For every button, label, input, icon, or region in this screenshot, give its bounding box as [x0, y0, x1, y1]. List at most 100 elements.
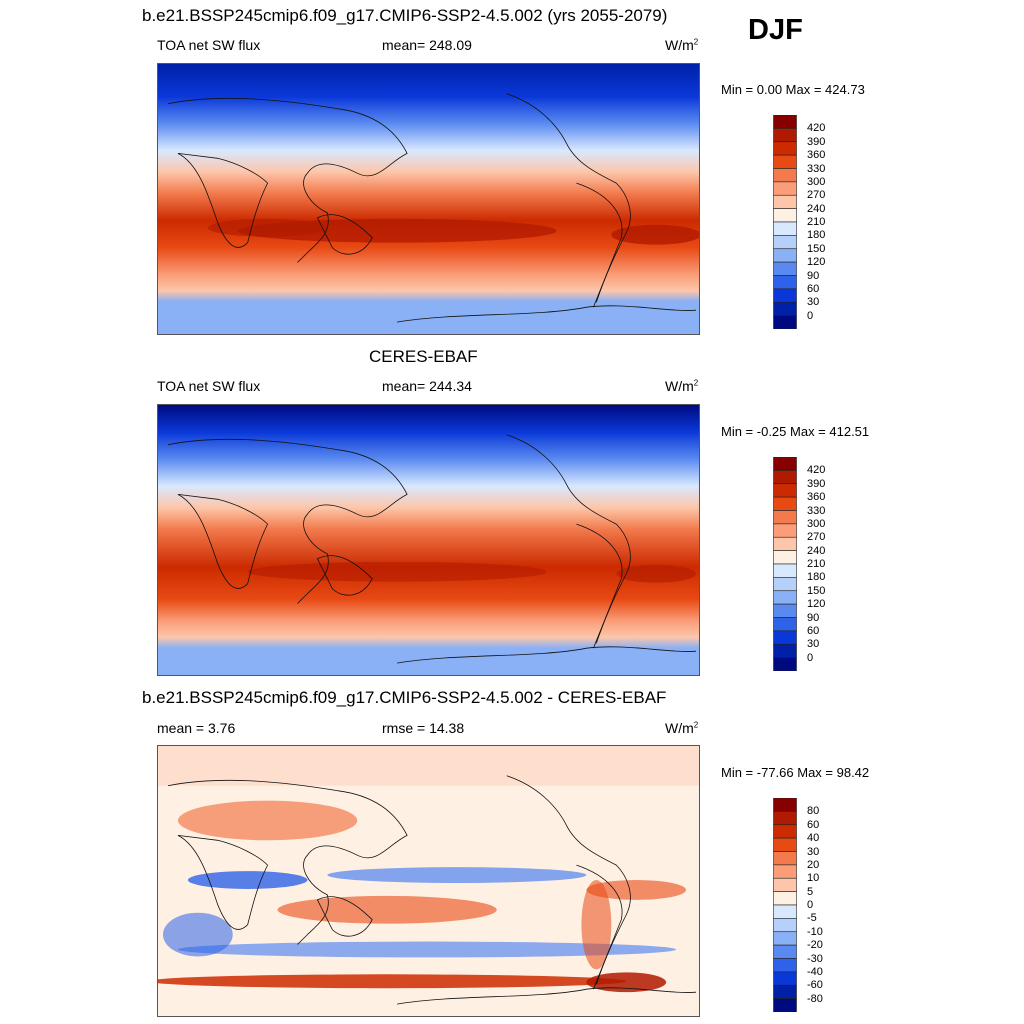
colorbar-tick-label: 390: [807, 135, 826, 148]
colorbar-tick-label: 60: [807, 624, 820, 637]
season-label: DJF: [748, 14, 803, 46]
colorbar-tick-label: -60: [807, 979, 823, 992]
colorbar-swatch: [773, 536, 797, 551]
colorbar-tick-label: -10: [807, 925, 823, 938]
colorbar-tick-label: 420: [807, 464, 826, 477]
colorbar-tick-label: 420: [807, 122, 826, 135]
colorbar-tick-label: 150: [807, 584, 826, 597]
colorbar-tick-label: 150: [807, 242, 826, 255]
colorbar-swatch: [773, 275, 797, 290]
colorbar-tick-label: 60: [807, 818, 820, 831]
panel-obs-units: W/m2: [665, 378, 699, 394]
colorbar-swatch: [773, 603, 797, 618]
colorbar-swatch: [773, 617, 797, 632]
colorbar-swatch: [773, 221, 797, 236]
colorbar-tick-label: 40: [807, 832, 820, 845]
colorbar-swatch: [773, 824, 797, 839]
panel-obs-variable: TOA net SW flux: [157, 378, 261, 394]
coastlines: [167, 434, 697, 664]
colorbar-tick-label: 330: [807, 504, 826, 517]
colorbar-swatch: [773, 261, 797, 276]
coastlines: [167, 93, 697, 323]
colorbar-swatch: [773, 931, 797, 946]
panel-model-variable: TOA net SW flux: [157, 37, 261, 53]
panel-model-title: b.e21.BSSP245cmip6.f09_g17.CMIP6-SSP2-4.…: [142, 6, 668, 25]
colorbar-tick-label: -5: [807, 912, 817, 925]
colorbar-swatch: [773, 496, 797, 511]
panel-model-map: [157, 63, 700, 335]
colorbar-swatch: [773, 851, 797, 866]
colorbar-tick-label: 80: [807, 805, 820, 818]
colorbar-swatch: [773, 115, 797, 129]
colorbar-tick-label: -20: [807, 939, 823, 952]
colorbar-tick-label: 180: [807, 229, 826, 242]
colorbar-tick-label: 300: [807, 517, 826, 530]
colorbar-swatch: [773, 643, 797, 658]
colorbar-tick-label: 90: [807, 611, 820, 624]
colorbar-swatch: [773, 550, 797, 565]
colorbar-tick-label: 90: [807, 269, 820, 282]
colorbar-swatch: [773, 998, 797, 1012]
colorbar-swatch: [773, 944, 797, 959]
colorbar-tick-label: -80: [807, 992, 823, 1005]
panel-model-minmax: Min = 0.00 Max = 424.73: [721, 82, 865, 97]
colorbar-tick-label: 240: [807, 544, 826, 557]
colorbar-tick-label: 270: [807, 189, 826, 202]
colorbar-tick-label: 0: [807, 651, 814, 664]
colorbar-swatch: [773, 141, 797, 156]
colorbar-swatch: [773, 811, 797, 826]
panel-obs-minmax: Min = -0.25 Max = 412.51: [721, 424, 870, 439]
panel-diff-colorbar-svg: [773, 798, 797, 1012]
panel-model-mean: mean= 248.09: [382, 37, 472, 53]
colorbar-tick-label: 60: [807, 282, 820, 295]
colorbar-swatch: [773, 315, 797, 329]
colorbar-tick-label: 30: [807, 638, 820, 651]
panel-obs-mean: mean= 244.34: [382, 378, 472, 394]
colorbar-swatch: [773, 208, 797, 223]
colorbar-swatch: [773, 248, 797, 263]
colorbar-tick-label: 270: [807, 531, 826, 544]
colorbar-swatch: [773, 510, 797, 525]
colorbar-swatch: [773, 657, 797, 671]
colorbar-swatch: [773, 798, 797, 812]
colorbar-tick-label: 0: [807, 309, 814, 322]
colorbar-swatch: [773, 904, 797, 919]
panel-obs-colorbar-svg: [773, 457, 797, 671]
panel-diff-mean: mean = 3.76: [157, 720, 236, 736]
panel-model-colorbar-svg: [773, 115, 797, 329]
colorbar-swatch: [773, 577, 797, 592]
colorbar-swatch: [773, 288, 797, 303]
colorbar-tick-label: 5: [807, 885, 814, 898]
colorbar-swatch: [773, 235, 797, 250]
colorbar-swatch: [773, 971, 797, 986]
colorbar-swatch: [773, 891, 797, 906]
panel-diff-title: b.e21.BSSP245cmip6.f09_g17.CMIP6-SSP2-4.…: [142, 688, 667, 707]
colorbar-tick-label: 210: [807, 216, 826, 228]
colorbar-tick-label: 360: [807, 149, 826, 162]
panel-diff-minmax: Min = -77.66 Max = 98.42: [721, 765, 870, 780]
colorbar-tick-label: 360: [807, 491, 826, 504]
colorbar-swatch: [773, 154, 797, 169]
colorbar-swatch: [773, 523, 797, 538]
panel-diff-units: W/m2: [665, 720, 699, 736]
colorbar-swatch: [773, 958, 797, 973]
colorbar-swatch: [773, 877, 797, 892]
colorbar-swatch: [773, 128, 797, 143]
colorbar-tick-label: 390: [807, 477, 826, 490]
colorbar-tick-label: 10: [807, 872, 820, 885]
panel-diff-rmse: rmse = 14.38: [382, 720, 465, 736]
colorbar-tick-label: 120: [807, 598, 826, 611]
colorbar-swatch: [773, 918, 797, 933]
colorbar-swatch: [773, 194, 797, 209]
panel-diff-map: [157, 745, 700, 1017]
colorbar-swatch: [773, 301, 797, 316]
colorbar-tick-label: 120: [807, 256, 826, 269]
colorbar-swatch: [773, 470, 797, 485]
panel-obs-title: CERES-EBAF: [369, 347, 478, 366]
colorbar-tick-label: 330: [807, 162, 826, 175]
colorbar-tick-label: 20: [807, 858, 820, 871]
panel-obs-map: [157, 404, 700, 676]
colorbar-tick-label: 180: [807, 571, 826, 584]
colorbar-tick-label: 300: [807, 175, 826, 188]
colorbar-swatch: [773, 457, 797, 471]
